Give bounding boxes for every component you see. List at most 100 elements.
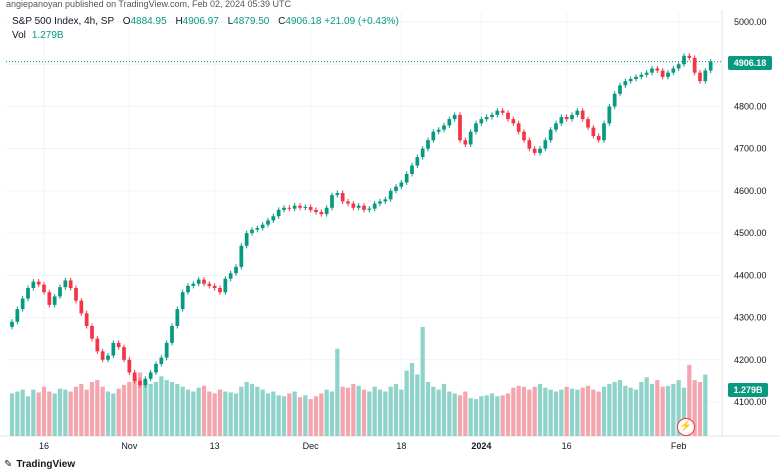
candle-body: [559, 117, 564, 124]
volume-bar: [89, 382, 95, 436]
candle-body: [276, 209, 281, 217]
candle-body: [399, 182, 404, 187]
candle-body: [538, 148, 542, 153]
high-value: 4906.97: [182, 16, 219, 27]
candle-body: [442, 125, 446, 130]
volume-bar: [223, 391, 228, 436]
candle-body: [532, 148, 537, 153]
candle-body: [148, 372, 153, 379]
candle-body: [628, 79, 633, 82]
volume-bar: [665, 385, 671, 436]
candle-body: [47, 292, 52, 305]
volume-bar: [201, 385, 207, 436]
volume-bar: [569, 388, 575, 436]
volume-bar: [319, 393, 324, 436]
candle-body: [650, 68, 654, 73]
volume-bar: [612, 382, 617, 436]
candle-body: [479, 119, 484, 124]
volume-bar: [15, 391, 20, 436]
volume-bar: [63, 389, 68, 436]
last-volume-tag: 1.279B: [728, 383, 768, 397]
lightning-icon[interactable]: ⚡: [677, 418, 695, 436]
volume-bar: [313, 396, 319, 436]
candle-body: [52, 296, 57, 305]
volume-bar: [431, 386, 436, 436]
candle-body: [666, 72, 670, 77]
candle-body: [287, 207, 292, 209]
high-label: H: [175, 16, 183, 27]
volume-bar: [249, 383, 255, 436]
volume-bar: [84, 389, 89, 436]
x-tick-label: 16: [39, 441, 49, 451]
volume-bar: [116, 388, 121, 436]
candle-body: [372, 203, 377, 209]
volume-bar: [52, 393, 57, 436]
volume-bar: [244, 382, 249, 436]
y-tick-label: 5000.00: [734, 17, 767, 27]
volume-bar: [57, 388, 63, 436]
candle-body: [703, 70, 708, 82]
candle-body: [239, 245, 244, 267]
volume-bar: [601, 386, 607, 436]
volume-bar: [692, 380, 697, 436]
volume-bar: [500, 395, 505, 436]
candle-body: [655, 68, 660, 71]
volume-bar: [255, 386, 260, 436]
candle-body: [394, 186, 398, 191]
candle-body: [527, 140, 532, 149]
candle-body: [474, 123, 478, 132]
candle-body: [282, 207, 286, 210]
volume-bar: [479, 396, 484, 436]
candle-body: [698, 72, 702, 82]
volume-bar: [441, 383, 447, 436]
y-tick-label: 4500.00: [734, 228, 767, 238]
volume-bar: [148, 383, 153, 436]
volume-bar: [527, 389, 532, 436]
candle-body: [404, 174, 409, 183]
candle-body: [639, 74, 644, 77]
volume-bar: [196, 387, 201, 436]
candle-body: [410, 165, 414, 174]
candle-body: [516, 123, 521, 132]
candle-body: [548, 129, 553, 141]
volume-bar: [495, 396, 500, 436]
volume-bar: [377, 389, 383, 436]
y-tick-label: 4100.00: [734, 397, 767, 407]
candle-body: [660, 70, 665, 77]
volume-bar: [420, 326, 425, 436]
candle-body: [218, 288, 222, 293]
volume-bar: [681, 387, 687, 436]
candle-body: [90, 326, 94, 339]
volume-bar: [393, 383, 399, 436]
candle-body: [458, 114, 462, 141]
candle-body: [175, 309, 180, 326]
open-value: 4884.95: [130, 16, 167, 27]
tradingview-logo-icon: ✎: [4, 458, 13, 470]
volume-bar: [159, 376, 164, 436]
candle-body: [367, 208, 372, 210]
symbol-label[interactable]: S&P 500 Index, 4h, SP: [12, 16, 114, 27]
volume-bar: [671, 383, 676, 436]
volume-bar: [553, 391, 559, 436]
candle-body: [84, 313, 89, 326]
candle-body: [319, 212, 324, 215]
candle-body: [452, 114, 457, 120]
candle-body: [436, 129, 441, 132]
candle-body: [612, 93, 617, 107]
candle-body: [260, 224, 265, 229]
volume-bar: [436, 389, 441, 436]
candle-body: [266, 220, 270, 225]
volume-bar: [281, 396, 287, 436]
candle-body: [447, 119, 452, 126]
candle-body: [228, 273, 233, 279]
volume-bar: [649, 383, 655, 436]
volume-bar: [127, 382, 132, 436]
candle-body: [180, 292, 185, 310]
candle-body: [335, 193, 340, 196]
candle-body: [383, 199, 388, 202]
candle-body: [234, 266, 238, 274]
candle-body: [500, 110, 505, 113]
volume-bar: [356, 385, 361, 436]
candle-body: [15, 309, 20, 322]
